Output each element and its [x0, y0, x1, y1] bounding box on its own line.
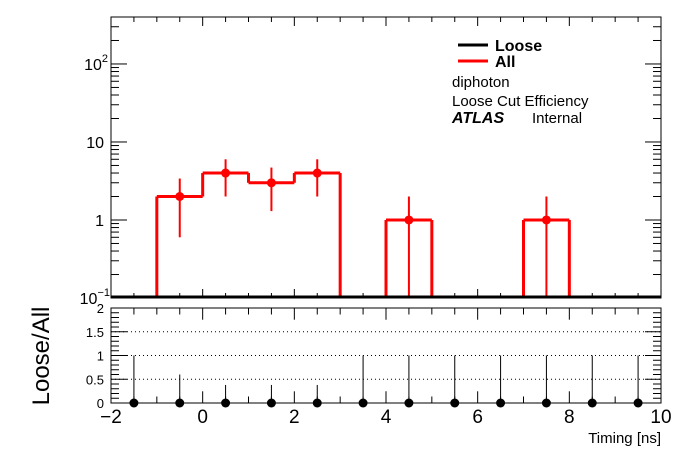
- bottom-y-tick-label: 2: [97, 301, 104, 316]
- top-y-tick-label: 10: [86, 135, 104, 152]
- annotation-title: Loose Cut Efficiency: [452, 93, 589, 110]
- bottom-y-tick-label: 1: [97, 349, 104, 364]
- top-y-tick-label: 102: [84, 53, 108, 74]
- top-y-tick-exponent: −1: [97, 287, 110, 299]
- x-tick-label: −2: [100, 407, 122, 428]
- all-point: [404, 215, 414, 225]
- ratio-point: [587, 398, 597, 408]
- x-tick-label: 4: [381, 407, 392, 428]
- x-tick-label: 10: [650, 407, 671, 428]
- top-y-tick-label: 1: [95, 213, 104, 230]
- top-axis-ticks: [110, 16, 662, 299]
- all-point: [541, 215, 551, 225]
- top-y-tick-exponent: 2: [102, 53, 108, 65]
- ratio-point: [312, 398, 322, 408]
- all-point: [221, 168, 231, 178]
- ratio-point: [450, 398, 460, 408]
- bottom-y-tick-labels: 0 0.5 1 1.5 2: [86, 301, 104, 411]
- top-y-tick-label: 10−1: [80, 287, 110, 308]
- top-y-tick-base: 10: [84, 57, 102, 74]
- legend: Loose All: [458, 38, 542, 71]
- ratio-point: [266, 398, 276, 408]
- bottom-axis-ticks: [110, 307, 662, 404]
- ratio-point: [404, 398, 414, 408]
- ratio-point: [541, 398, 551, 408]
- all-point: [266, 178, 276, 188]
- all-point: [175, 192, 185, 202]
- legend-all-label: All: [495, 54, 515, 71]
- x-tick-label: 0: [197, 407, 208, 428]
- all-histogram: [111, 159, 661, 299]
- bottom-y-axis-title: Loose/All: [28, 307, 55, 406]
- internal-label: Internal: [532, 110, 582, 127]
- x-tick-label: 2: [289, 407, 300, 428]
- x-tick-labels: −2 0 2 4 6 8 10: [100, 407, 671, 428]
- ratio-point: [221, 398, 231, 408]
- x-tick-label: 6: [472, 407, 483, 428]
- ratio-point: [358, 398, 368, 408]
- bottom-panel-frame: [110, 307, 662, 404]
- bottom-y-tick-label: 0.5: [86, 372, 104, 387]
- all-point: [312, 168, 322, 178]
- ratio-point: [633, 398, 643, 408]
- ratio-point: [175, 398, 185, 408]
- x-tick-label: 8: [564, 407, 575, 428]
- top-y-tick-base: 10: [80, 291, 98, 308]
- annotation-channel: diphoton: [452, 74, 510, 91]
- ratio-point: [129, 398, 139, 408]
- bottom-y-tick-label: 1.5: [86, 325, 104, 340]
- ratio-point: [496, 398, 506, 408]
- legend-loose-label: Loose: [495, 38, 542, 55]
- atlas-label: ATLAS: [451, 110, 504, 127]
- ratio-points: [129, 355, 643, 408]
- bottom-y-tick-label: 0: [97, 396, 104, 411]
- x-axis-title: Timing [ns]: [588, 430, 661, 447]
